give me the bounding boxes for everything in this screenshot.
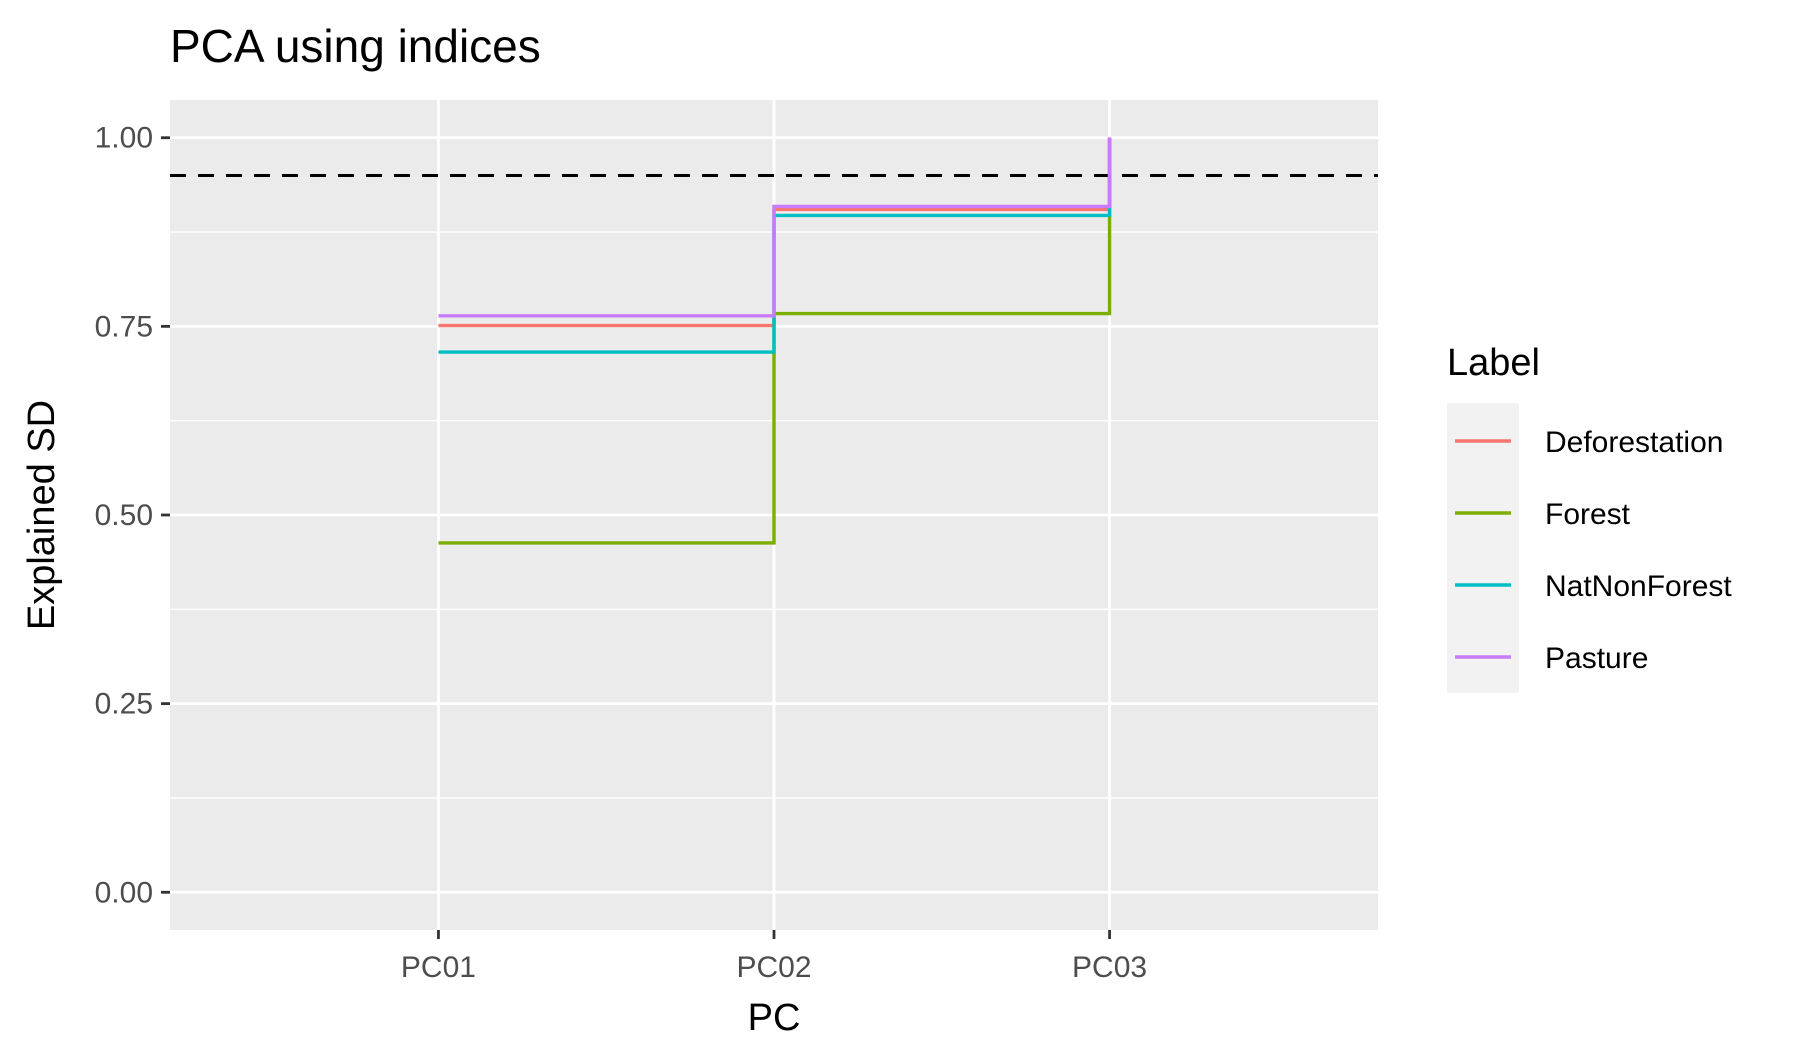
axes: 0.00 0.25 0.50 0.75 1.00 PC01 PC02 PC03 [95, 122, 1147, 984]
x-axis-title: PC [748, 997, 801, 1039]
legend: Label Deforestation Forest NatNonForest Pas… [1447, 342, 1732, 693]
y-tick-label: 0.00 [95, 876, 153, 909]
x-tick-label: PC02 [736, 951, 811, 984]
legend-label-forest: Forest [1545, 498, 1631, 531]
legend-key-background [1447, 403, 1519, 693]
legend-label-deforestation: Deforestation [1545, 426, 1723, 459]
series-line-pasture [438, 137, 1112, 318]
x-tick-label: PC03 [1072, 951, 1147, 984]
y-tick-label: 1.00 [95, 122, 153, 155]
legend-label-natnonforest: NatNonForest [1545, 570, 1732, 603]
chart-title: PCA using indices [170, 20, 541, 72]
y-tick-label: 0.75 [95, 310, 153, 343]
y-axis-title: Explained SD [21, 400, 63, 630]
y-tick-label: 0.50 [95, 499, 153, 532]
y-tick-label: 0.25 [95, 688, 153, 721]
legend-title: Label [1447, 342, 1540, 384]
legend-items: Deforestation Forest NatNonForest Pasture [1455, 426, 1732, 675]
legend-label-pasture: Pasture [1545, 642, 1648, 675]
series-layer [438, 137, 1112, 545]
x-tick-label: PC01 [401, 951, 476, 984]
